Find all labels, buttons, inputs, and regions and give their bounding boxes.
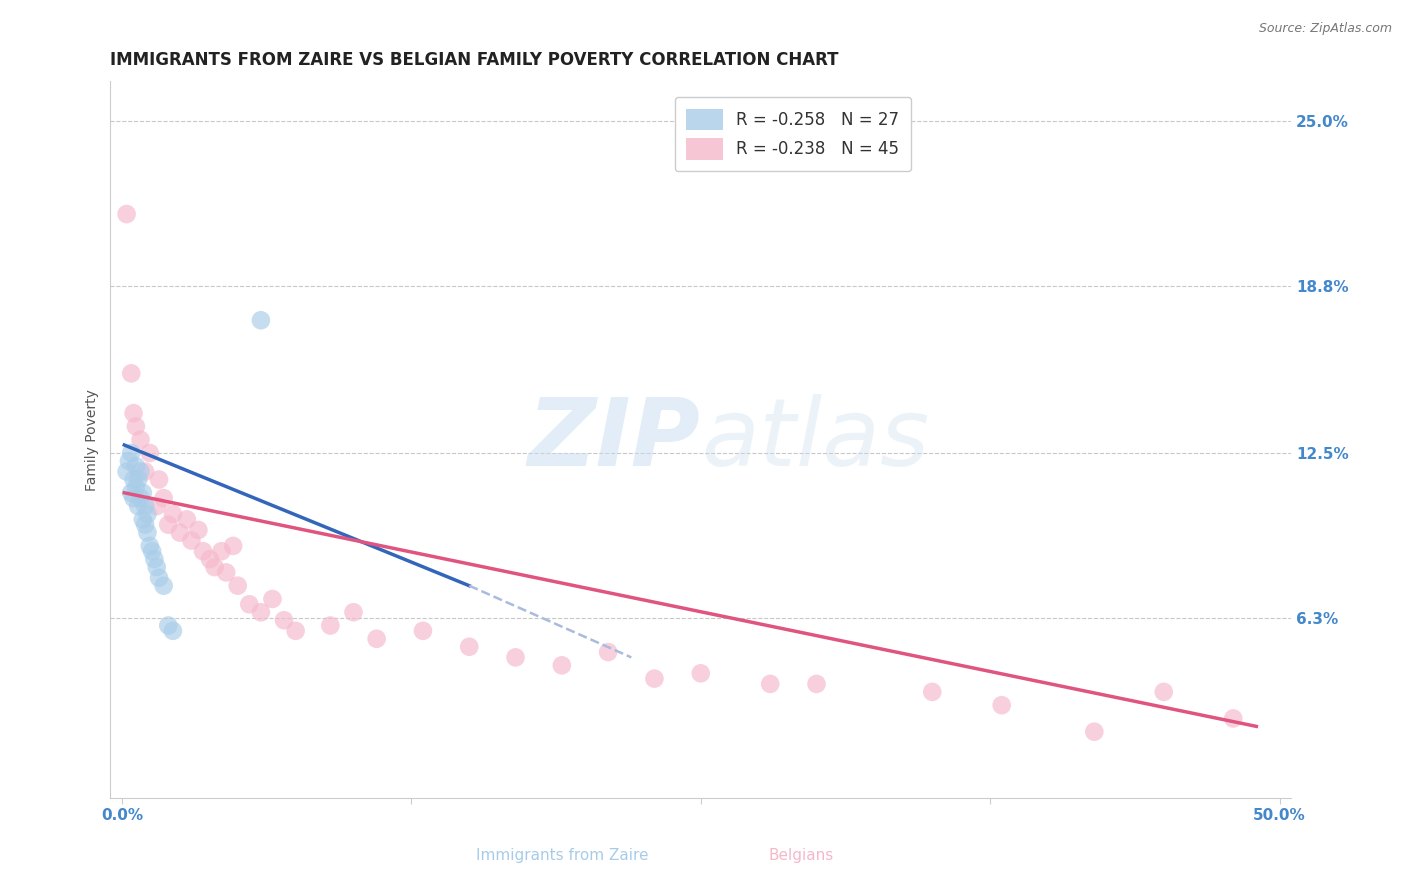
Point xyxy=(1222,711,1244,725)
Point xyxy=(136,525,159,540)
Point xyxy=(145,499,167,513)
Point xyxy=(143,552,166,566)
Point xyxy=(115,207,138,221)
Point xyxy=(222,539,245,553)
Point xyxy=(412,624,434,638)
Point xyxy=(122,491,145,505)
Point xyxy=(169,525,191,540)
Point xyxy=(238,597,260,611)
Point xyxy=(162,624,184,638)
Point xyxy=(139,446,162,460)
Text: ZIP: ZIP xyxy=(527,393,700,486)
Text: Belgians: Belgians xyxy=(769,848,834,863)
Point xyxy=(157,517,180,532)
Point xyxy=(211,544,233,558)
Point xyxy=(643,672,665,686)
Point xyxy=(152,579,174,593)
Point xyxy=(115,465,138,479)
Point xyxy=(284,624,307,638)
Point xyxy=(204,560,226,574)
Text: atlas: atlas xyxy=(700,394,929,485)
Point xyxy=(129,491,152,505)
Point xyxy=(157,618,180,632)
Point xyxy=(125,481,148,495)
Point xyxy=(689,666,711,681)
Point xyxy=(458,640,481,654)
Point xyxy=(551,658,574,673)
Point xyxy=(215,566,238,580)
Point xyxy=(505,650,527,665)
Point xyxy=(136,507,159,521)
Text: Immigrants from Zaire: Immigrants from Zaire xyxy=(477,848,648,863)
Point xyxy=(598,645,620,659)
Point xyxy=(152,491,174,505)
Point xyxy=(129,465,152,479)
Point xyxy=(273,613,295,627)
Point xyxy=(122,406,145,420)
Point xyxy=(806,677,828,691)
Point xyxy=(118,454,141,468)
Point xyxy=(921,685,943,699)
Point xyxy=(134,517,156,532)
Point xyxy=(191,544,214,558)
Point xyxy=(122,473,145,487)
Point xyxy=(148,473,170,487)
Point xyxy=(120,367,142,381)
Point xyxy=(148,571,170,585)
Point xyxy=(226,579,249,593)
Point xyxy=(134,465,156,479)
Point xyxy=(1083,724,1105,739)
Legend: R = -0.258   N = 27, R = -0.238   N = 45: R = -0.258 N = 27, R = -0.238 N = 45 xyxy=(675,97,911,171)
Point xyxy=(134,499,156,513)
Point xyxy=(139,539,162,553)
Point xyxy=(125,419,148,434)
Point xyxy=(250,605,273,619)
Point xyxy=(990,698,1012,713)
Point xyxy=(250,313,273,327)
Point xyxy=(366,632,388,646)
Point xyxy=(141,544,163,558)
Point xyxy=(129,433,152,447)
Point xyxy=(127,473,149,487)
Point xyxy=(162,507,184,521)
Point xyxy=(319,618,342,632)
Point xyxy=(176,512,198,526)
Point xyxy=(198,552,221,566)
Point xyxy=(145,560,167,574)
Point xyxy=(262,591,284,606)
Point xyxy=(342,605,364,619)
Point xyxy=(759,677,782,691)
Point xyxy=(187,523,209,537)
Point xyxy=(132,485,155,500)
Point xyxy=(1153,685,1175,699)
Point xyxy=(132,512,155,526)
Point xyxy=(127,499,149,513)
Point xyxy=(125,459,148,474)
Text: Source: ZipAtlas.com: Source: ZipAtlas.com xyxy=(1258,22,1392,36)
Point xyxy=(180,533,202,548)
Point xyxy=(120,485,142,500)
Y-axis label: Family Poverty: Family Poverty xyxy=(86,389,100,491)
Point xyxy=(120,446,142,460)
Text: IMMIGRANTS FROM ZAIRE VS BELGIAN FAMILY POVERTY CORRELATION CHART: IMMIGRANTS FROM ZAIRE VS BELGIAN FAMILY … xyxy=(111,51,839,69)
